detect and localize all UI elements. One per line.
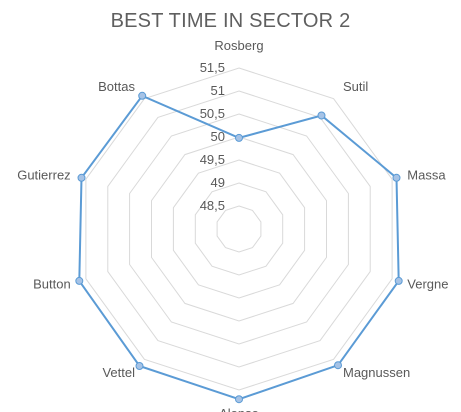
data-point xyxy=(394,276,403,285)
category-label: Alonso xyxy=(219,406,259,412)
tick-label: 50,5 xyxy=(200,106,225,121)
category-label: Sutil xyxy=(343,79,368,94)
category-label: Magnussen xyxy=(343,365,410,380)
grid-ring xyxy=(172,159,306,299)
data-point xyxy=(77,173,86,182)
grid-ring xyxy=(216,205,262,253)
grid-ring xyxy=(129,113,349,345)
data-point xyxy=(75,276,84,285)
tick-label: 49 xyxy=(211,175,225,190)
tick-label: 51 xyxy=(211,83,225,98)
category-label: Vettel xyxy=(102,365,135,380)
tick-label: 51,5 xyxy=(200,60,225,75)
category-label: Gutierrez xyxy=(17,167,70,182)
tick-label: 48,5 xyxy=(200,198,225,213)
data-point xyxy=(235,133,243,142)
category-label: Button xyxy=(33,277,71,292)
chart-title: BEST TIME IN SECTOR 2 xyxy=(110,10,351,32)
grid-ring xyxy=(107,90,371,368)
data-point xyxy=(334,361,342,370)
category-label: Vergne xyxy=(407,277,448,292)
category-label: Rosberg xyxy=(214,38,263,53)
data-point xyxy=(235,395,243,404)
data-point xyxy=(135,362,144,370)
data-point xyxy=(138,91,147,100)
grid-ring xyxy=(85,67,393,391)
tick-label: 50 xyxy=(211,129,225,144)
category-label: Massa xyxy=(407,167,446,182)
tick-label: 49,5 xyxy=(200,152,225,167)
grid-ring xyxy=(194,182,284,276)
data-point xyxy=(317,111,326,120)
grid-ring xyxy=(151,136,327,322)
category-label: Bottas xyxy=(98,79,135,94)
data-point xyxy=(392,173,401,182)
